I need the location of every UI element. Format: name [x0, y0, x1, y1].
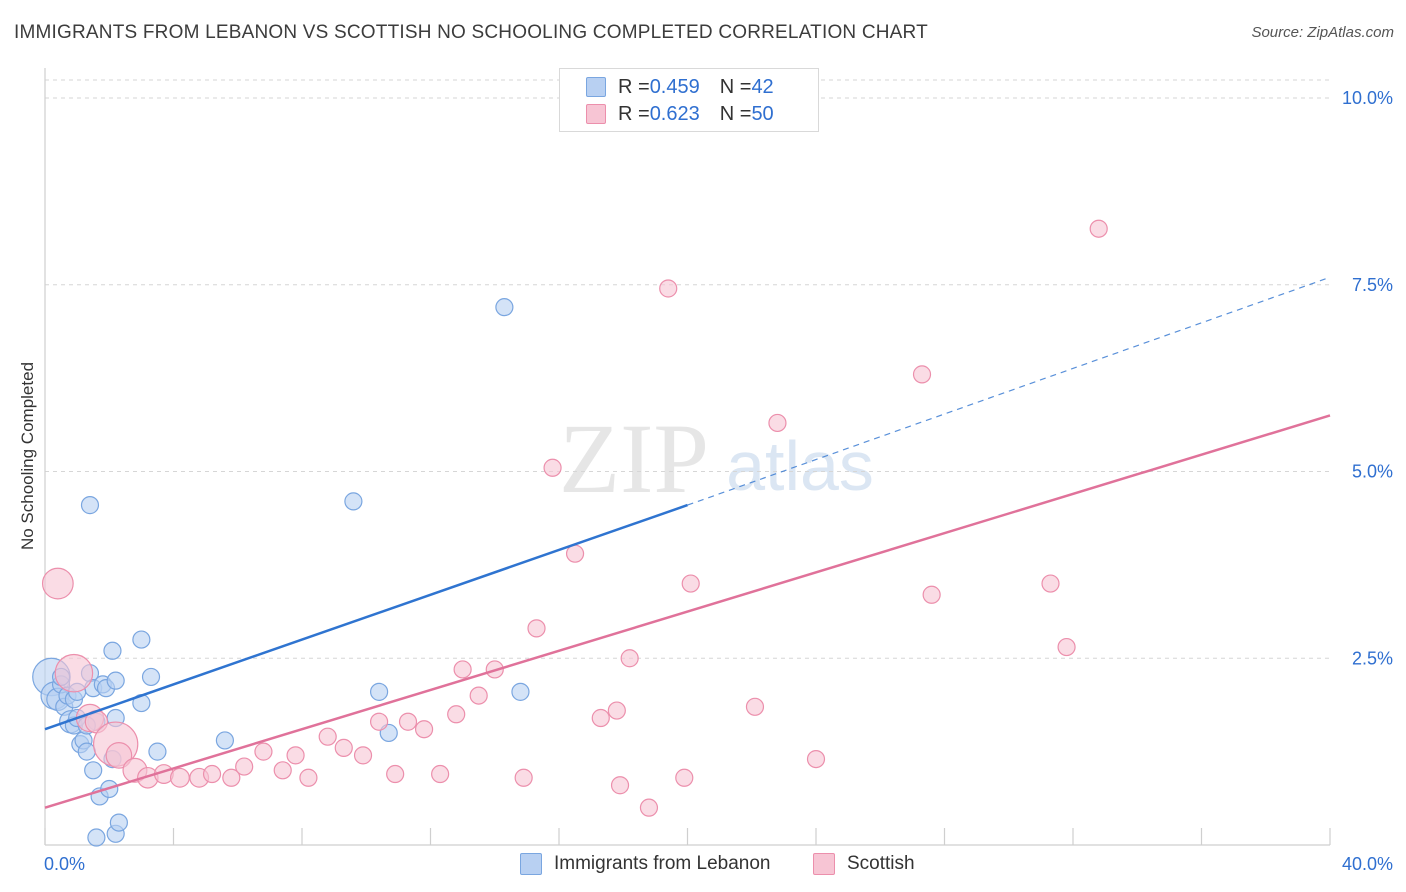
lebanon-point	[109, 813, 128, 832]
legend-row-lebanon: R = 0.459 N = 42	[586, 75, 774, 99]
watermark-atlas: atlas	[726, 427, 874, 505]
legend-swatch-lebanon	[586, 77, 606, 97]
scottish-point	[105, 742, 133, 769]
scottish-point	[922, 585, 941, 604]
legend-row-scottish: R = 0.623 N = 50	[586, 102, 774, 126]
legend-n-value: 42	[751, 75, 774, 98]
scottish-point	[169, 767, 190, 788]
scottish-point	[299, 768, 318, 787]
scottish-point	[591, 708, 610, 728]
scottish-point	[1041, 574, 1060, 593]
scottish-point	[222, 768, 241, 787]
legend-r-value: 0.459	[649, 75, 700, 98]
lebanon-point	[87, 828, 106, 847]
bottom-legend-label-lebanon: Immigrants from Lebanon	[554, 853, 771, 874]
lebanon-point	[370, 682, 389, 701]
bottom-legend-swatch-scottish	[813, 853, 835, 875]
scottish-point	[527, 619, 546, 638]
scottish-point	[607, 701, 626, 720]
correlation-legend: R = 0.459 N = 42 R = 0.623 N = 50	[559, 68, 819, 132]
scottish-point	[273, 761, 292, 780]
scottish-trend-line	[44, 414, 1331, 809]
scottish-point	[202, 764, 222, 784]
scottish-point	[514, 768, 533, 787]
scottish-point	[54, 653, 94, 693]
scottish-point	[353, 746, 373, 765]
scottish-point	[286, 746, 305, 765]
scottish-point	[318, 727, 337, 746]
legend-swatch-scottish	[586, 104, 606, 124]
legend-n-value: 50	[751, 102, 774, 125]
lebanon-point	[495, 298, 514, 317]
lebanon-point	[103, 641, 122, 660]
lebanon-point	[132, 630, 151, 649]
bottom-legend-label-scottish: Scottish	[847, 853, 915, 874]
legend-r-value: 0.623	[649, 102, 700, 125]
scottish-point	[469, 686, 488, 705]
lebanon-point	[344, 492, 363, 511]
scottish-point	[681, 574, 700, 593]
scottish-point	[431, 764, 450, 784]
scottish-point	[806, 749, 826, 769]
source-note: Source: ZipAtlas.com	[1251, 24, 1394, 41]
lebanon-point	[215, 731, 234, 750]
lebanon-trend-line	[44, 503, 688, 731]
scottish-point	[447, 705, 466, 724]
chart-title: IMMIGRANTS FROM LEBANON VS SCOTTISH NO S…	[14, 22, 928, 43]
scottish-point	[745, 697, 765, 716]
lebanon-point	[80, 496, 100, 515]
bottom-legend-swatch-lebanon	[520, 853, 542, 875]
scottish-point	[610, 776, 630, 795]
watermark-zip: ZIP	[559, 403, 709, 514]
legend-r-label: R =	[618, 75, 650, 98]
x-tick-label: 40.0%	[1342, 854, 1393, 874]
lebanon-point	[148, 742, 167, 761]
y-tick-label: 5.0%	[1352, 462, 1393, 482]
lebanon-point	[106, 671, 125, 690]
scottish-point	[768, 413, 787, 433]
bottom-legend-lebanon: Immigrants from Lebanon	[520, 852, 771, 876]
y-tick-label: 2.5%	[1352, 648, 1393, 668]
scottish-point	[414, 720, 434, 739]
legend-r-label: R =	[618, 102, 650, 125]
y-tick-label: 7.5%	[1352, 275, 1393, 295]
scottish-point	[41, 567, 74, 600]
scottish-point	[675, 768, 694, 787]
y-tick-label: 10.0%	[1342, 88, 1393, 108]
scottish-point	[386, 764, 405, 784]
legend-n-label: N =	[719, 75, 752, 98]
scottish-point	[912, 365, 932, 384]
bottom-legend-scottish: Scottish	[813, 852, 915, 876]
scottish-point	[235, 757, 254, 776]
scottish-point	[543, 458, 562, 477]
scottish-point	[370, 712, 389, 731]
scottish-point	[659, 279, 678, 298]
lebanon-point	[511, 682, 530, 701]
legend-n-label: N =	[719, 102, 752, 125]
lebanon-point	[141, 667, 161, 687]
scottish-point	[453, 660, 472, 679]
scottish-point	[1089, 219, 1108, 238]
lebanon-point	[84, 761, 103, 780]
scottish-point	[254, 742, 273, 761]
lebanon-point	[77, 742, 96, 761]
lebanon-trend-extension	[687, 276, 1331, 506]
scottish-point	[1057, 637, 1076, 657]
scottish-point	[639, 798, 659, 817]
scottish-point	[620, 649, 639, 668]
scottish-point	[334, 738, 353, 757]
scottish-point	[398, 712, 418, 731]
x-tick-label: 0.0%	[44, 854, 85, 874]
